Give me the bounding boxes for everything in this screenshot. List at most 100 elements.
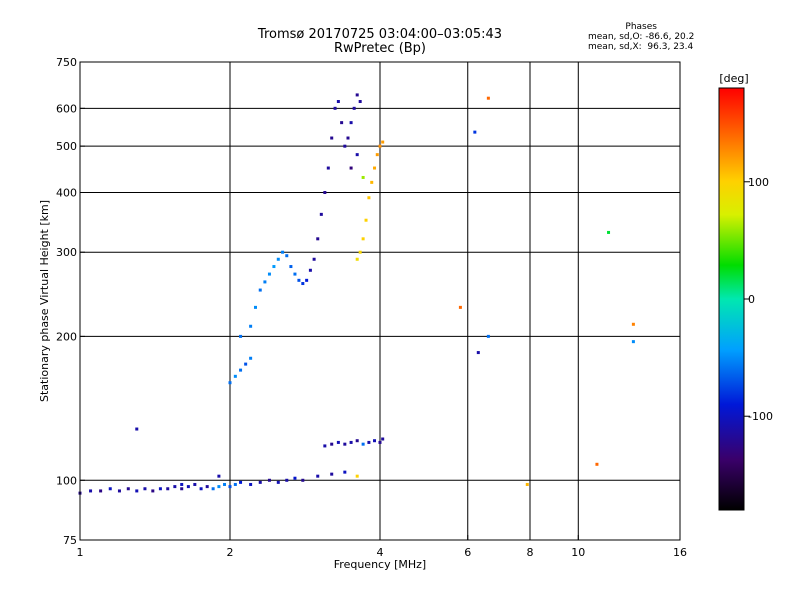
data-point — [228, 381, 232, 385]
chart-title: Tromsø 20170725 03:04:00–03:05:43 — [257, 27, 503, 42]
data-point — [293, 272, 297, 276]
data-point — [355, 474, 359, 478]
data-point — [293, 476, 297, 480]
data-point — [285, 254, 289, 258]
colorbar-ticks: 100 0 -100 — [744, 176, 773, 423]
data-point — [239, 334, 243, 338]
data-point — [378, 440, 382, 444]
data-point — [323, 190, 327, 194]
data-point — [631, 340, 635, 344]
x-tick-label: 1 — [77, 546, 84, 559]
x-tick-label: 16 — [673, 546, 687, 559]
y-tick-label: 600 — [56, 102, 77, 115]
data-point — [375, 153, 379, 157]
data-point — [267, 272, 271, 276]
y-tick-label: 400 — [56, 186, 77, 199]
data-point — [281, 250, 285, 254]
x-tick-label: 2 — [227, 546, 234, 559]
y-tick-label: 300 — [56, 246, 77, 259]
x-axis-label: Frequency [MHz] — [334, 558, 426, 571]
data-point — [355, 439, 359, 443]
grid-lines — [80, 62, 680, 540]
data-point — [228, 485, 232, 489]
data-point — [151, 489, 155, 493]
data-point — [217, 474, 221, 478]
data-point — [239, 480, 243, 484]
data-point — [473, 130, 477, 134]
data-point — [249, 482, 253, 486]
data-point — [211, 487, 215, 491]
data-point — [319, 212, 323, 216]
data-point — [343, 144, 347, 148]
data-point — [476, 351, 480, 355]
data-point — [289, 265, 293, 269]
data-point — [607, 230, 611, 234]
data-point — [244, 362, 248, 366]
data-point — [323, 444, 327, 448]
data-point — [333, 106, 337, 110]
data-point — [143, 487, 147, 491]
data-point — [158, 487, 162, 491]
x-tick-label: 8 — [527, 546, 534, 559]
data-point — [205, 485, 209, 489]
data-point — [595, 462, 599, 466]
data-point — [253, 305, 257, 309]
data-point — [361, 442, 365, 446]
x-tick-label: 4 — [377, 546, 384, 559]
data-point — [117, 489, 121, 493]
data-point — [355, 153, 359, 157]
data-point — [272, 265, 276, 269]
data-point — [336, 440, 340, 444]
data-point — [355, 93, 359, 97]
data-point — [370, 180, 374, 184]
data-point — [297, 278, 301, 282]
data-point — [352, 106, 356, 110]
data-point — [349, 440, 353, 444]
data-point — [373, 166, 377, 170]
data-point — [343, 470, 347, 474]
data-point — [340, 121, 344, 125]
phase-stats: Phases mean, sd,O: -86.6, 20.2 mean, sd,… — [588, 22, 694, 52]
stats-line-o: mean, sd,O: -86.6, 20.2 — [588, 32, 695, 42]
y-tick-label: 100 — [56, 474, 77, 487]
data-point — [330, 136, 334, 140]
data-point — [180, 487, 184, 491]
data-point — [631, 322, 635, 326]
data-point — [233, 482, 237, 486]
data-point — [316, 237, 320, 241]
data-point — [199, 487, 203, 491]
data-point — [258, 288, 262, 292]
data-point — [135, 489, 139, 493]
data-point — [364, 218, 368, 222]
data-point — [486, 96, 490, 100]
data-point — [301, 282, 305, 286]
data-point — [180, 482, 184, 486]
x-axis-ticks: 1 2 4 6 8 10 16 — [77, 535, 687, 559]
data-point — [108, 487, 112, 491]
data-point — [223, 482, 227, 486]
data-point — [217, 485, 221, 489]
data-point — [381, 140, 385, 144]
data-point — [263, 280, 267, 284]
data-point — [305, 278, 309, 282]
data-point — [367, 440, 371, 444]
data-point — [267, 478, 271, 482]
data-point — [349, 121, 353, 125]
data-point — [326, 166, 330, 170]
data-point — [330, 472, 334, 476]
data-point — [358, 100, 362, 104]
data-points — [78, 93, 635, 495]
data-point — [135, 427, 139, 431]
data-point — [258, 480, 262, 484]
data-point — [166, 487, 170, 491]
x-tick-label: 10 — [571, 546, 585, 559]
data-point — [381, 437, 385, 441]
y-tick-label: 200 — [56, 330, 77, 343]
data-point — [343, 442, 347, 446]
data-point — [126, 487, 130, 491]
data-point — [316, 474, 320, 478]
data-point — [89, 489, 93, 493]
y-tick-label: 75 — [63, 534, 77, 547]
data-point — [336, 100, 340, 104]
data-point — [312, 257, 316, 261]
